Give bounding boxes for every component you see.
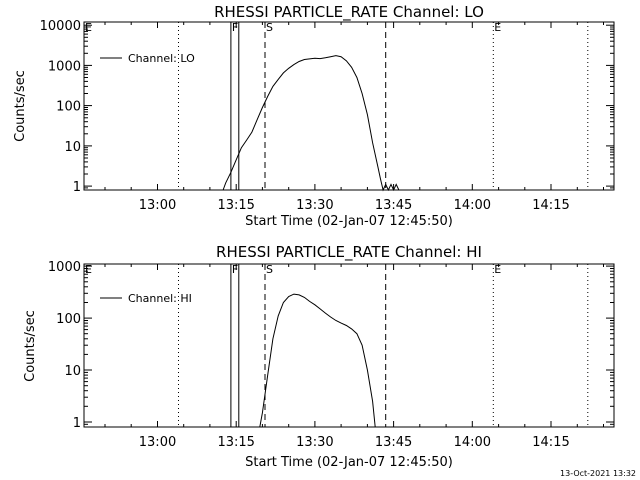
ticks-lo: 13:00 13:15 13:30 13:45 14:00 14:15 1 10 100 1000… [40, 19, 614, 213]
x-axis-label-lo: Start Time (02-Jan-07 12:45:50) [245, 214, 453, 229]
x-axis-label-hi: Start Time (02-Jan-07 12:45:50) [245, 455, 453, 470]
y-tick-label: 10000 [40, 19, 81, 34]
x-tick-label: 13:45 [375, 435, 412, 450]
event-marker-label: F [232, 21, 238, 34]
event-marker-label: F [232, 263, 238, 276]
event-marker-label: E [494, 21, 501, 34]
y-tick-label: 1000 [48, 59, 81, 74]
x-tick-label: 13:00 [139, 435, 176, 450]
y-tick-label: 10 [64, 140, 81, 155]
plot-frame-lo [83, 21, 615, 191]
chart-title-lo: RHESSI PARTICLE_RATE Channel: LO [214, 3, 484, 22]
ticks-hi: 13:00 13:15 13:30 13:45 14:00 14:15 1 10 100 1000 [48, 260, 614, 450]
y-axis-label-lo: Counts/sec [13, 70, 28, 142]
x-tick-label: 13:30 [296, 435, 333, 450]
x-tick-label: 14:00 [454, 198, 491, 213]
plot-frame-hi [83, 263, 615, 428]
event-marker-label: S [266, 21, 273, 34]
y-axis-label-hi: Counts/sec [23, 310, 38, 382]
y-tick-label: 100 [56, 100, 81, 115]
series-line-lo [222, 55, 400, 192]
panel-hi: RHESSI PARTICLE_RATE Channel: HI Start T… [23, 243, 615, 470]
x-tick-label: 13:30 [296, 198, 333, 213]
event-marker-label: S [266, 263, 273, 276]
legend-label-hi: Channel: HI [128, 292, 192, 305]
x-tick-label: 14:00 [454, 435, 491, 450]
x-tick-label: 14:15 [532, 198, 569, 213]
y-tick-label: 1 [73, 180, 81, 195]
y-tick-label: 100 [56, 312, 81, 327]
legend-lo: Channel: LO [100, 52, 195, 65]
x-tick-label: 13:15 [217, 435, 254, 450]
y-tick-label: 10 [64, 364, 81, 379]
event-marker-label: E [494, 263, 501, 276]
series-line-hi [259, 293, 376, 428]
footer-timestamp: 13-Oct-2021 13:32 [560, 469, 636, 478]
y-tick-label: 1 [73, 416, 81, 431]
x-tick-label: 14:15 [532, 435, 569, 450]
x-tick-label: 13:15 [217, 198, 254, 213]
x-tick-label: 13:45 [375, 198, 412, 213]
y-tick-label: 1000 [48, 260, 81, 275]
event-marker-label: E [85, 263, 92, 276]
chart-title-hi: RHESSI PARTICLE_RATE Channel: HI [216, 243, 482, 262]
panel-lo: RHESSI PARTICLE_RATE Channel: LO Start T… [13, 3, 615, 229]
event-marker-label: E [85, 21, 92, 34]
legend-hi: Channel: HI [100, 292, 192, 305]
legend-label-lo: Channel: LO [128, 52, 195, 65]
x-tick-label: 13:00 [139, 198, 176, 213]
